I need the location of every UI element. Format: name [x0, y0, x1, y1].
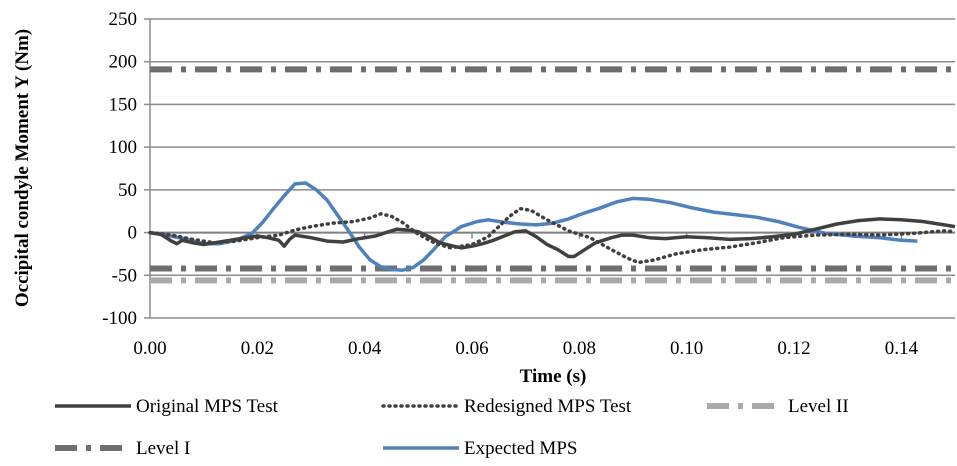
x-tick-label: 0.14	[885, 338, 919, 359]
y-tick-label: 150	[109, 94, 138, 115]
gridlines	[149, 18, 955, 319]
legend-label: Level II	[788, 396, 849, 417]
y-axis-title: Occipital condyle Moment Y (Nm)	[12, 29, 33, 307]
series-line	[148, 206, 957, 265]
x-tick-label: 0.06	[455, 338, 488, 359]
y-tick-label: -100	[102, 308, 137, 329]
series-line	[149, 181, 918, 272]
x-tick-label: 0.00	[133, 338, 166, 359]
y-tick-label: 0	[128, 223, 138, 244]
y-tick-label: -50	[112, 265, 137, 286]
x-tick-label: 0.10	[670, 338, 703, 359]
series-line	[149, 217, 956, 259]
y-tick-label: 100	[109, 137, 138, 158]
x-tick-label: 0.04	[348, 338, 382, 359]
x-axis: 0.00 0.02 0.04 0.06 0.08 0.10 0.12 0.14	[133, 232, 919, 359]
x-tick-label: 0.08	[563, 338, 596, 359]
x-tick-label: 0.02	[241, 338, 274, 359]
y-axis: -100 -50 0 50 100 150 200 250	[102, 9, 150, 329]
series-lines	[148, 66, 957, 284]
legend: Original MPS Test Redesigned MPS Test Leve…	[55, 396, 849, 459]
x-tick-label: 0.12	[777, 338, 810, 359]
legend-label: Original MPS Test	[136, 396, 279, 417]
legend-label: Level I	[136, 438, 190, 459]
x-axis-title: Time (s)	[520, 366, 587, 387]
legend-label: Expected MPS	[464, 438, 577, 459]
y-tick-label: 200	[109, 52, 138, 73]
y-tick-label: 250	[109, 9, 138, 30]
y-tick-label: 50	[118, 180, 137, 201]
legend-label: Redesigned MPS Test	[464, 396, 632, 417]
